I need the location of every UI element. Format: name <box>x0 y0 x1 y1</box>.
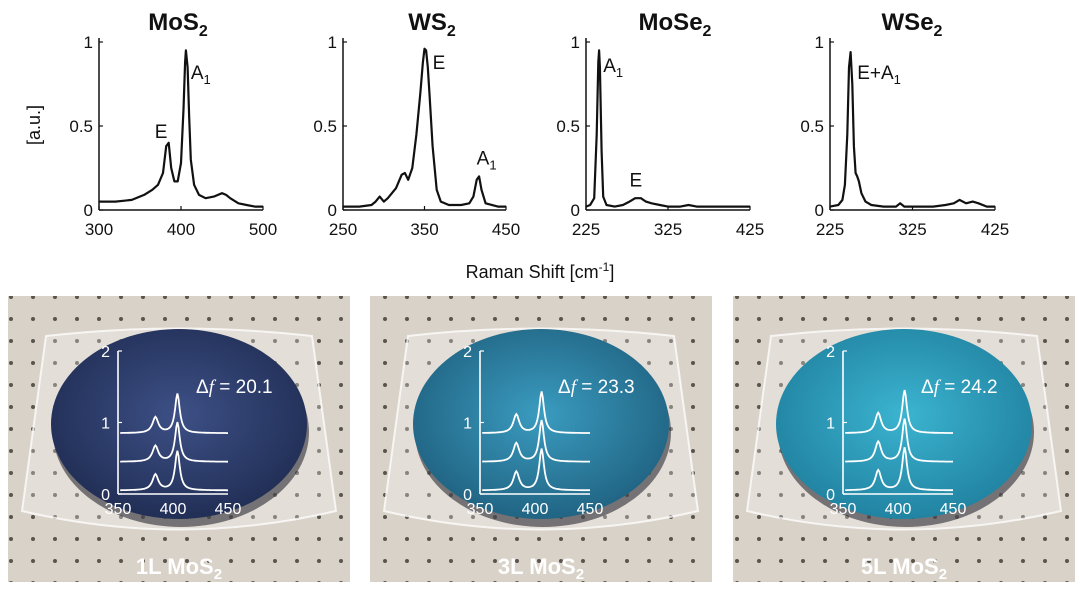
inset-spectrum <box>482 419 590 463</box>
chart-title: WS2 <box>408 9 456 40</box>
inset-x-tick-label: 450 <box>577 501 604 518</box>
inset-spectrum <box>120 393 228 434</box>
inset-y-tick-label: 0 <box>826 487 835 504</box>
delta-f-label: Δf = 20.1 <box>196 377 273 398</box>
inset-chart: 0 1 2 350 400 450 Δf = 23.3 <box>463 344 635 518</box>
inset-spectrum <box>482 448 590 492</box>
inset-y-tick-label: 2 <box>463 344 472 361</box>
chart-mose2: MoSe2 0 0.5 1 225 325 425 A1 E <box>556 9 764 239</box>
x-tick-label: 250 <box>329 220 357 239</box>
chart-wse2: WSe2 0 0.5 1 225 325 425 E+A1 <box>800 9 1009 239</box>
inset-x-tick-label: 450 <box>215 501 242 518</box>
inset-chart: 0 1 2 350 400 450 Δf = 20.1 <box>101 344 273 518</box>
x-tick-label: 450 <box>492 220 520 239</box>
raman-charts: MoS2 0 0.5 1 300 400 500 E A1 WS2 0 0.5 1 250 350 450 E A… <box>69 9 1009 239</box>
inset-y-tick-label: 1 <box>101 416 110 433</box>
inset-spectrum <box>120 450 228 492</box>
peak-label: E <box>433 53 446 74</box>
y-tick-label: 1 <box>815 33 824 52</box>
photo-1L: 0 1 2 350 400 450 Δf = 20.1 1L MoS2 <box>8 296 350 583</box>
inset-x-tick-label: 350 <box>467 501 494 518</box>
photo-3L: 0 1 2 350 400 450 Δf = 23.3 3L MoS2 <box>370 296 712 583</box>
x-tick-label: 425 <box>981 220 1009 239</box>
chart-title: WSe2 <box>882 9 943 40</box>
y-tick-label: 0 <box>84 201 93 220</box>
y-tick-label: 0.5 <box>313 117 337 136</box>
inset-y-tick-label: 1 <box>826 416 835 433</box>
inset-y-tick-label: 0 <box>101 487 110 504</box>
layer-label: 5L MoS2 <box>861 554 947 583</box>
inset-y-tick-label: 0 <box>463 487 472 504</box>
inset-spectrum <box>845 389 953 434</box>
y-tick-label: 0 <box>328 201 337 220</box>
peak-label: A1 <box>191 63 211 87</box>
y-tick-label: 1 <box>84 33 93 52</box>
inset-spectrum <box>845 418 953 463</box>
chart-title: MoS2 <box>148 9 208 40</box>
inset-x-tick-label: 400 <box>160 501 187 518</box>
spectrum-line <box>99 49 263 208</box>
inset-x-tick-label: 350 <box>105 501 132 518</box>
inset-y-tick-label: 2 <box>101 344 110 361</box>
inset-spectrum <box>845 447 953 492</box>
delta-f-label: Δf = 24.2 <box>921 377 998 398</box>
peak-label: A1 <box>477 149 497 173</box>
y-tick-label: 1 <box>571 33 580 52</box>
x-tick-label: 325 <box>898 220 926 239</box>
inset-spectrum <box>120 421 228 463</box>
x-tick-label: 500 <box>249 220 277 239</box>
layer-label: 3L MoS2 <box>498 554 584 583</box>
inset-x-tick-label: 400 <box>885 501 912 518</box>
spectrum-line <box>829 51 995 208</box>
inset-y-tick-label: 2 <box>826 344 835 361</box>
y-tick-label: 0.5 <box>69 117 93 136</box>
x-axis-label: Raman Shift [cm-1] <box>466 260 615 282</box>
peak-label: A1 <box>603 56 623 80</box>
inset-spectrum <box>482 391 590 434</box>
inset-x-tick-label: 400 <box>522 501 549 518</box>
chart-mos2: MoS2 0 0.5 1 300 400 500 E A1 <box>69 9 277 239</box>
x-tick-label: 225 <box>816 220 844 239</box>
x-tick-label: 225 <box>572 220 600 239</box>
y-tick-label: 0 <box>571 201 580 220</box>
wafer <box>51 329 307 519</box>
y-tick-label: 0.5 <box>800 117 824 136</box>
inset-x-tick-label: 350 <box>830 501 857 518</box>
x-tick-label: 350 <box>410 220 438 239</box>
delta-f-label: Δf = 23.3 <box>558 377 635 398</box>
inset-x-tick-label: 450 <box>940 501 967 518</box>
spectrum-line <box>585 49 750 208</box>
inset-chart: 0 1 2 350 400 450 Δf = 24.2 <box>826 344 998 518</box>
chart-title: MoSe2 <box>639 9 712 40</box>
layer-label: 1L MoS2 <box>136 554 222 583</box>
x-tick-label: 400 <box>167 220 195 239</box>
y-axis-label: [a.u.] <box>24 105 44 145</box>
y-tick-label: 0 <box>815 201 824 220</box>
inset-y-tick-label: 1 <box>463 416 472 433</box>
wafer-photos: 0 1 2 350 400 450 Δf = 20.1 1L MoS2 0 1 2 350 400 450… <box>8 296 1075 583</box>
y-tick-label: 0.5 <box>556 117 580 136</box>
peak-label: E <box>629 170 642 191</box>
chart-ws2: WS2 0 0.5 1 250 350 450 E A1 <box>313 9 520 239</box>
peak-label: E+A1 <box>857 63 901 87</box>
photo-5L: 0 1 2 350 400 450 Δf = 24.2 5L MoS2 <box>733 296 1075 583</box>
x-tick-label: 300 <box>85 220 113 239</box>
x-tick-label: 425 <box>736 220 764 239</box>
x-tick-label: 325 <box>654 220 682 239</box>
peak-label: E <box>155 122 168 143</box>
spectrum-line <box>343 47 506 208</box>
y-tick-label: 1 <box>328 33 337 52</box>
